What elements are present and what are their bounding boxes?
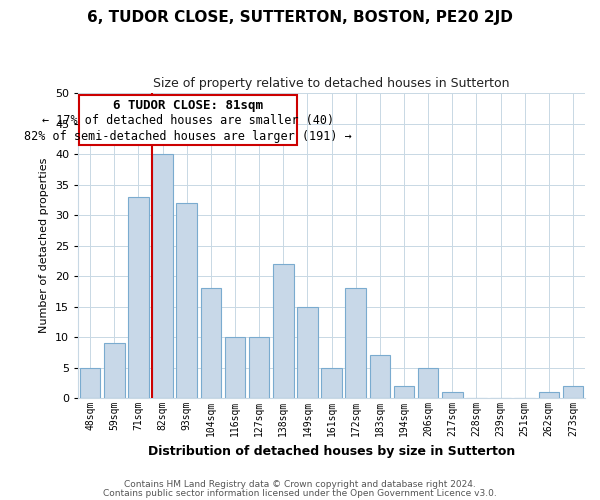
Text: Contains public sector information licensed under the Open Government Licence v3: Contains public sector information licen… <box>103 488 497 498</box>
X-axis label: Distribution of detached houses by size in Sutterton: Distribution of detached houses by size … <box>148 444 515 458</box>
Bar <box>297 306 317 398</box>
Bar <box>200 288 221 398</box>
Bar <box>104 343 125 398</box>
Bar <box>80 368 100 398</box>
Text: 6 TUDOR CLOSE: 81sqm: 6 TUDOR CLOSE: 81sqm <box>113 99 263 112</box>
Bar <box>225 337 245 398</box>
Bar <box>563 386 583 398</box>
Bar <box>346 288 366 398</box>
Bar <box>539 392 559 398</box>
Title: Size of property relative to detached houses in Sutterton: Size of property relative to detached ho… <box>154 78 510 90</box>
Bar <box>442 392 463 398</box>
FancyBboxPatch shape <box>79 95 296 145</box>
Bar <box>176 203 197 398</box>
Bar <box>322 368 342 398</box>
Bar <box>394 386 414 398</box>
Bar <box>370 356 390 398</box>
Text: 82% of semi-detached houses are larger (191) →: 82% of semi-detached houses are larger (… <box>24 130 352 142</box>
Text: 6, TUDOR CLOSE, SUTTERTON, BOSTON, PE20 2JD: 6, TUDOR CLOSE, SUTTERTON, BOSTON, PE20 … <box>87 10 513 25</box>
Bar <box>128 197 149 398</box>
Bar <box>418 368 439 398</box>
Text: Contains HM Land Registry data © Crown copyright and database right 2024.: Contains HM Land Registry data © Crown c… <box>124 480 476 489</box>
Y-axis label: Number of detached properties: Number of detached properties <box>40 158 49 334</box>
Bar <box>273 264 293 398</box>
Text: ← 17% of detached houses are smaller (40): ← 17% of detached houses are smaller (40… <box>42 114 334 128</box>
Bar <box>249 337 269 398</box>
Bar <box>152 154 173 398</box>
